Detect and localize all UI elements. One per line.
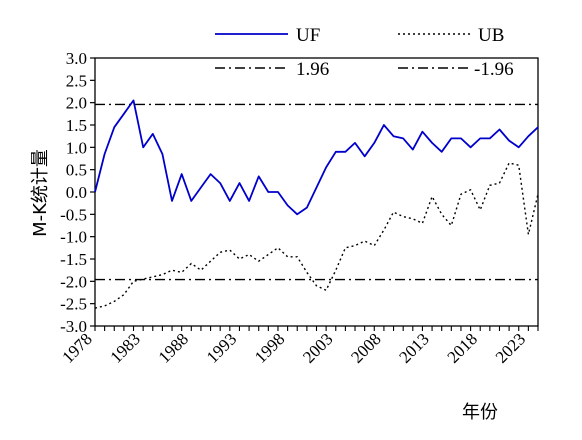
y-tick-label: 3.0: [66, 49, 87, 68]
legend-pos-196-label: 1.96: [296, 59, 329, 80]
plot-area: 3.0 2.5 2.0 1.5 1.0 0.5 0.0 -0.5 -1.0 -1.5 -2.0 -2.…: [58, 49, 539, 367]
x-tick-label: 1998: [251, 329, 288, 366]
legend: UF UB 1.96 -1.96: [215, 25, 514, 80]
x-tick-label: 2013: [395, 329, 432, 366]
series-line-uf: [94, 99, 539, 216]
y-tick-label: -2.5: [60, 295, 87, 314]
y-tick-label: -1.5: [60, 250, 87, 269]
y-tick-label: 0.0: [66, 183, 87, 202]
x-tick-label: 2023: [492, 329, 529, 366]
x-axis-title: 年份: [462, 402, 498, 423]
x-tick-label: 2003: [299, 329, 336, 366]
y-tick-label: -1.0: [60, 228, 87, 247]
y-tick-label: 0.5: [66, 161, 87, 180]
y-tick-label: -2.0: [60, 272, 87, 291]
y-tick-label: 2.5: [66, 71, 87, 90]
series-line-ub: [94, 162, 539, 309]
legend-ub-label: UB: [478, 25, 504, 46]
y-tick-label: -3.0: [60, 317, 87, 336]
y-tick-label: -0.5: [60, 205, 87, 224]
legend-uf-label: UF: [296, 25, 320, 46]
x-tick-label: 1983: [107, 329, 144, 366]
x-tick-label: 2018: [444, 329, 481, 366]
y-tick-label: 2.0: [66, 94, 87, 113]
y-axis-title: M-K统计量: [30, 149, 51, 237]
y-tick-label: 1.5: [66, 116, 87, 135]
y-tick-label: 1.0: [66, 138, 87, 157]
x-tick-label: 1993: [203, 329, 240, 366]
x-tick-label: 2008: [347, 329, 384, 366]
x-tick-label: 1988: [155, 329, 192, 366]
legend-neg-196-label: -1.96: [474, 59, 514, 80]
